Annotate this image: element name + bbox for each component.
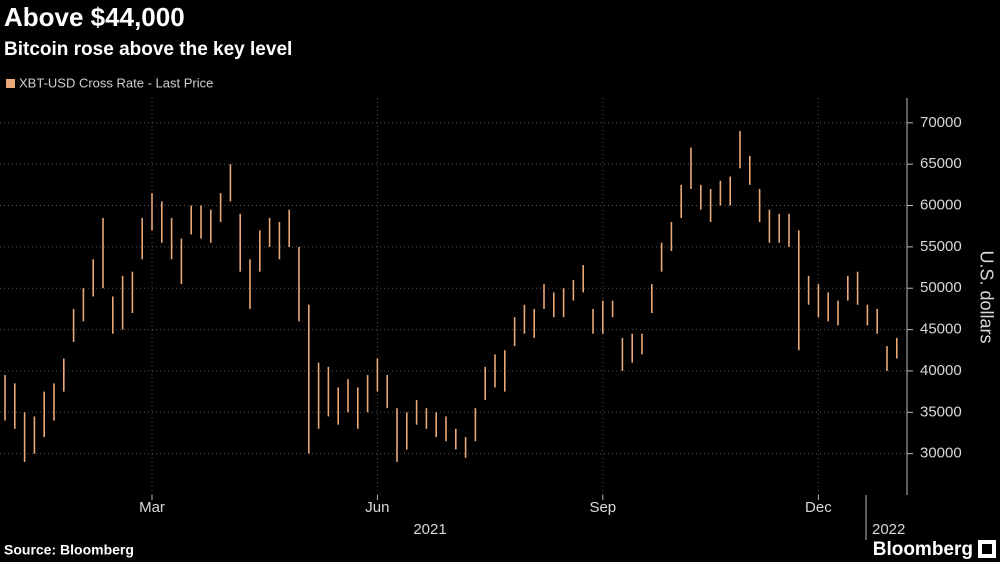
x-year-label: 2021 (413, 521, 446, 538)
x-tick-label: Mar (139, 499, 165, 516)
y-tick-label: 65000 (920, 155, 962, 172)
brand-icon-inner (982, 544, 992, 554)
chart-title: Above $44,000 (4, 2, 185, 32)
x-year-label: 2022 (872, 521, 905, 538)
source: Source: Bloomberg (4, 542, 134, 558)
legend-swatch (6, 79, 15, 88)
y-tick-label: 70000 (920, 114, 962, 131)
y-tick-label: 40000 (920, 362, 962, 379)
x-tick-label: Dec (805, 499, 832, 516)
y-tick-label: 60000 (920, 196, 962, 213)
y-tick-label: 45000 (920, 321, 962, 338)
y-axis-label: U.S. dollars (976, 250, 996, 343)
legend-entry: XBT-USD Cross Rate - Last Price (19, 75, 213, 90)
y-tick-label: 55000 (920, 238, 962, 255)
y-tick-label: 35000 (920, 403, 962, 420)
y-tick-label: 50000 (920, 279, 962, 296)
y-tick-label: 30000 (920, 445, 962, 462)
chart-subtitle: Bitcoin rose above the key level (4, 39, 292, 60)
x-tick-label: Jun (365, 499, 389, 516)
x-tick-label: Sep (589, 499, 616, 516)
brand: Bloomberg (873, 539, 973, 560)
